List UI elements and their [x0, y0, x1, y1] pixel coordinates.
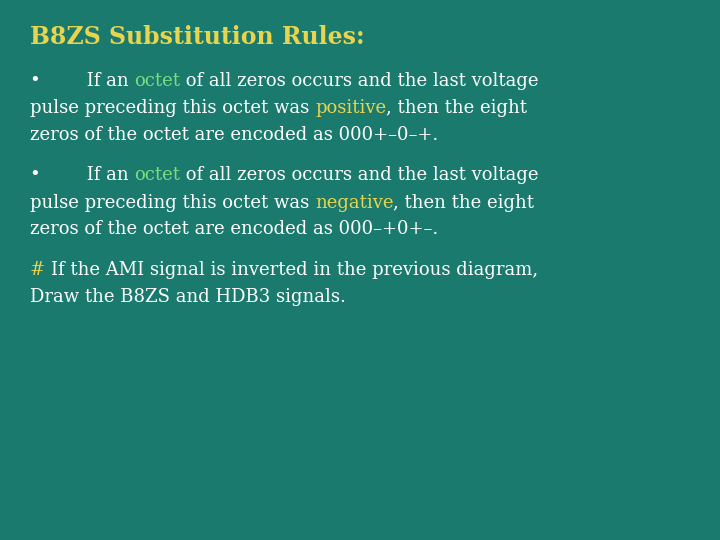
Text: of all zeros occurs and the last voltage: of all zeros occurs and the last voltage — [181, 166, 539, 185]
Text: , then the eight: , then the eight — [386, 99, 527, 117]
Text: pulse preceding this octet was: pulse preceding this octet was — [30, 99, 315, 117]
Text: •        If an: • If an — [30, 72, 135, 90]
Text: positive: positive — [315, 99, 386, 117]
Text: octet: octet — [135, 166, 181, 185]
Text: B8ZS Substitution Rules:: B8ZS Substitution Rules: — [30, 25, 364, 49]
Text: , then the eight: , then the eight — [394, 193, 534, 212]
Text: negative: negative — [315, 193, 394, 212]
Text: •        If an: • If an — [30, 166, 135, 185]
Text: If the AMI signal is inverted in the previous diagram,: If the AMI signal is inverted in the pre… — [51, 261, 538, 279]
Text: pulse preceding this octet was: pulse preceding this octet was — [30, 193, 315, 212]
Text: zeros of the octet are encoded as 000–+0+–.: zeros of the octet are encoded as 000–+0… — [30, 220, 438, 239]
Text: #: # — [30, 261, 51, 279]
Text: Draw the B8ZS and HDB3 signals.: Draw the B8ZS and HDB3 signals. — [30, 288, 346, 306]
Text: of all zeros occurs and the last voltage: of all zeros occurs and the last voltage — [181, 72, 539, 90]
Text: zeros of the octet are encoded as 000+–0–+.: zeros of the octet are encoded as 000+–0… — [30, 126, 438, 144]
Text: octet: octet — [135, 72, 181, 90]
